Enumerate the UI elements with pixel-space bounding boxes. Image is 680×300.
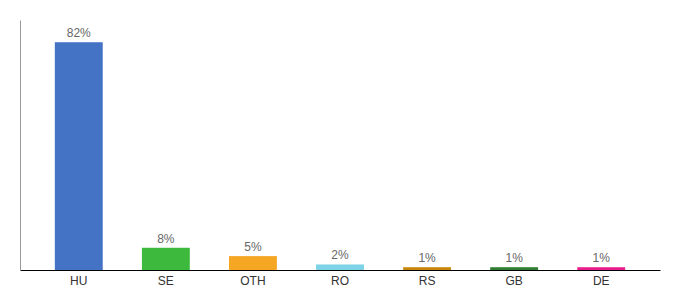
x-tick: SE — [158, 270, 174, 288]
x-tick: HU — [70, 270, 87, 288]
plot: HU SE OTH RO RS GB DE 82% 8% 5% 2% 1% 1% 1% — [21, 21, 661, 288]
y-axis — [20, 21, 21, 271]
x-tick-label: DE — [593, 274, 610, 288]
x-axis: HU SE OTH RO RS GB DE — [21, 270, 661, 288]
data-label: 1% — [418, 251, 436, 265]
bar — [229, 256, 277, 270]
data-label: 82% — [67, 26, 91, 40]
x-tick: OTH — [240, 270, 265, 288]
x-tick: RS — [419, 270, 436, 288]
data-labels: 82% 8% 5% 2% 1% 1% 1% — [67, 26, 610, 265]
data-label: 1% — [505, 251, 523, 265]
data-label: 2% — [331, 248, 349, 262]
data-label: 8% — [157, 232, 175, 246]
chart: HU SE OTH RO RS GB DE 82% 8% 5% 2% 1% 1% 1% — [0, 0, 680, 300]
x-tick: GB — [505, 270, 522, 288]
x-tick-label: HU — [70, 274, 87, 288]
x-tick-label: GB — [505, 274, 522, 288]
bar — [577, 267, 625, 270]
y-axis-line — [20, 21, 21, 271]
x-tick-label: SE — [158, 274, 174, 288]
x-tick: DE — [593, 270, 610, 288]
x-tick: RO — [331, 270, 349, 288]
x-tick-label: RO — [331, 274, 349, 288]
x-tick-label: RS — [419, 274, 436, 288]
data-label: 5% — [244, 240, 262, 254]
bar — [403, 267, 451, 270]
data-label: 1% — [593, 251, 611, 265]
x-axis-line — [21, 270, 661, 271]
bar — [490, 267, 538, 270]
bars — [55, 42, 625, 270]
x-tick-label: OTH — [240, 274, 265, 288]
bar — [316, 264, 364, 270]
bar — [55, 42, 103, 270]
bar — [142, 248, 190, 270]
